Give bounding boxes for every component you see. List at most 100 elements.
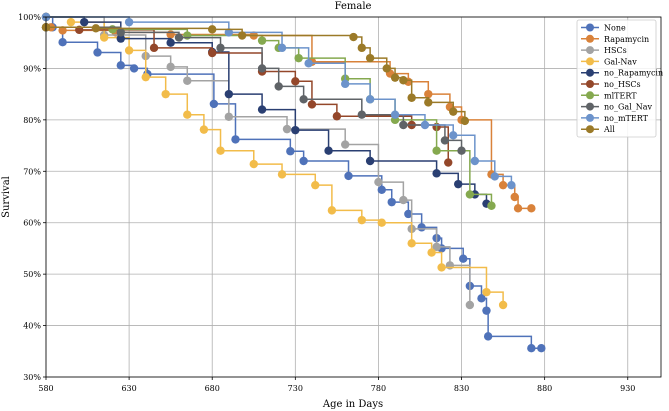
data-point-no-hscs [332, 112, 342, 121]
data-point-none [116, 61, 125, 70]
series-no-hscs [41, 23, 453, 167]
x-axis-ticks: 580 630 680 730 780 830 880 930 [38, 377, 635, 393]
x-tick-label: 880 [537, 384, 552, 393]
data-point-gal-nav [124, 46, 134, 55]
legend-marker-no-rapamycin [586, 68, 594, 77]
data-point-all [208, 25, 217, 34]
plot-frame [45, 16, 662, 378]
data-point-gal-nav [99, 33, 109, 42]
x-tick-label: 630 [121, 384, 136, 393]
data-point-no-rapamycin [454, 179, 463, 189]
x-axis-label: Age in Days [322, 399, 383, 410]
data-point-no-rapamycin [291, 125, 300, 135]
data-point-no-mtert [390, 110, 400, 119]
data-point-gal-nav [277, 170, 287, 179]
legend-label-no-mtert: no_mTERT [604, 114, 649, 123]
data-point-none [231, 135, 240, 144]
series-no-mtert [41, 12, 516, 190]
data-point-gal-nav [141, 72, 150, 82]
data-point-none [299, 156, 308, 166]
data-point-none [93, 48, 102, 57]
grid-lines [45, 16, 661, 378]
data-point-mltert [432, 146, 441, 155]
data-point-rapamycin [510, 192, 519, 202]
data-point-rapamycin [58, 26, 67, 35]
x-tick-label: 830 [454, 384, 469, 393]
data-point-no-rapamycin [166, 38, 175, 47]
x-tick-label: 730 [288, 384, 303, 393]
legend-label-none: None [604, 24, 626, 33]
data-point-hscs [224, 112, 234, 121]
data-point-mltert [294, 53, 303, 63]
data-point-mltert [465, 190, 475, 199]
data-point-no-gal-nav [457, 146, 466, 155]
data-point-no-mtert [277, 43, 287, 53]
data-point-no-rapamycin [80, 17, 89, 27]
legend-label-hscs: HSCs [604, 46, 627, 55]
data-point-no-mtert [340, 79, 350, 89]
data-point-all [407, 93, 416, 102]
data-point-no-gal-nav [257, 64, 267, 73]
data-point-no-gal-nav [274, 82, 283, 91]
data-point-no-mtert [507, 180, 516, 190]
data-point-hscs [465, 300, 475, 310]
data-point-gal-nav [66, 17, 76, 27]
legend-marker-hscs [586, 46, 594, 55]
data-point-no-rapamycin [116, 34, 125, 43]
legend-marker-no-mtert [586, 113, 594, 122]
data-point-no-gal-nav [216, 43, 225, 53]
data-point-mltert [487, 201, 496, 210]
data-point-no-mtert [124, 17, 134, 27]
data-point-none [387, 197, 396, 207]
legend-marker-no-gal-nav [586, 102, 594, 111]
data-point-none [286, 147, 295, 156]
data-point-no-mtert [224, 28, 234, 37]
x-tick-label: 930 [620, 384, 635, 393]
y-tick-label: 60% [23, 219, 41, 228]
data-point-none [58, 38, 67, 47]
y-tick-label: 70% [23, 167, 41, 176]
series-no-gal-nav [41, 23, 466, 155]
data-point-mltert [257, 36, 267, 45]
data-point-none [537, 344, 546, 353]
data-point-rapamycin [513, 204, 523, 213]
data-point-all [237, 31, 247, 40]
data-point-gal-nav [498, 300, 508, 310]
series-gal-nav [41, 12, 508, 310]
data-point-none [377, 185, 386, 194]
y-tick-label: 50% [23, 270, 41, 279]
data-point-no-rapamycin [365, 156, 375, 166]
data-point-no-mtert [490, 172, 499, 181]
y-axis-label: Survival [1, 176, 12, 218]
data-point-rapamycin [424, 89, 433, 99]
data-point-hscs [166, 62, 175, 72]
data-point-gal-nav [311, 180, 320, 190]
data-point-gal-nav [407, 239, 416, 248]
data-point-none [417, 223, 426, 232]
chart-title: Female [335, 1, 372, 12]
data-point-no-mtert [420, 120, 430, 130]
data-point-no-gal-nav [116, 28, 125, 37]
data-point-all [449, 107, 458, 116]
series-line-no-rapamycin [46, 16, 488, 204]
data-point-none [483, 332, 493, 341]
data-point-gal-nav [327, 206, 337, 215]
x-tick-label: 580 [38, 384, 53, 393]
data-point-all [382, 64, 391, 73]
legend-label-no-gal-nav: no_Gal_Nav [604, 103, 652, 112]
data-point-no-hscs [291, 77, 300, 86]
data-point-none [477, 294, 486, 303]
data-point-hscs [374, 177, 383, 187]
data-point-no-gal-nav [399, 120, 408, 130]
legend-marker-gal-nav [586, 57, 594, 66]
data-point-hscs [340, 140, 350, 149]
data-point-all [349, 32, 358, 42]
legend: None Rapamycin HSCs Gal-Nav no_Rapamycin no_H… [576, 19, 663, 138]
data-point-rapamycin [527, 204, 536, 213]
data-point-gal-nav [482, 287, 491, 297]
y-tick-label: 80% [23, 116, 41, 125]
series-line-no-gal-nav [46, 26, 463, 151]
data-point-all [424, 98, 433, 107]
series-no-rapamycin [41, 12, 491, 208]
legend-marker-no-hscs [586, 80, 594, 88]
